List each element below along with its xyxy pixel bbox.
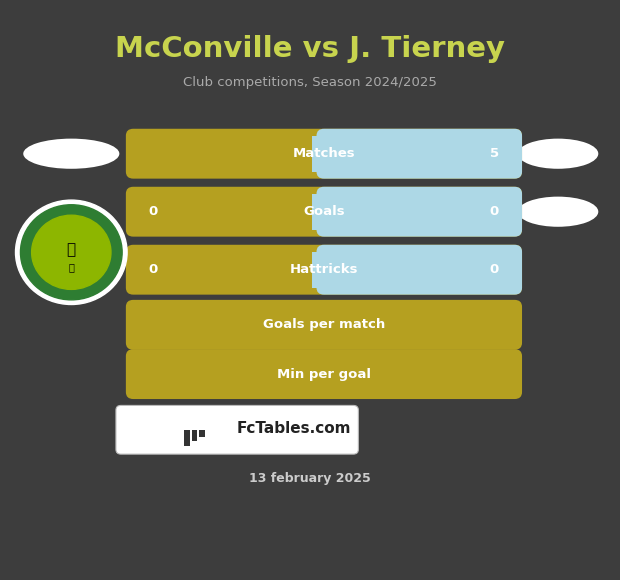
Text: 0: 0 <box>490 263 499 276</box>
FancyBboxPatch shape <box>316 187 522 237</box>
Text: 🐦: 🐦 <box>67 242 76 257</box>
Text: 0: 0 <box>149 205 158 218</box>
FancyBboxPatch shape <box>126 300 522 350</box>
FancyBboxPatch shape <box>126 187 522 237</box>
Ellipse shape <box>24 139 120 169</box>
Ellipse shape <box>518 197 598 227</box>
Text: Goals per match: Goals per match <box>263 318 385 331</box>
Bar <box>311 194 336 230</box>
Text: Hattricks: Hattricks <box>290 263 358 276</box>
Bar <box>192 430 197 441</box>
Bar <box>184 430 190 446</box>
Text: Goals: Goals <box>303 205 345 218</box>
Text: Min per goal: Min per goal <box>277 368 371 380</box>
Text: 13 february 2025: 13 february 2025 <box>249 472 371 485</box>
Text: 0: 0 <box>149 263 158 276</box>
FancyBboxPatch shape <box>116 405 358 454</box>
Circle shape <box>16 200 127 304</box>
Text: Club competitions, Season 2024/2025: Club competitions, Season 2024/2025 <box>183 76 437 89</box>
FancyBboxPatch shape <box>126 349 522 399</box>
Ellipse shape <box>518 139 598 169</box>
Text: 5: 5 <box>490 147 499 160</box>
FancyBboxPatch shape <box>316 245 522 295</box>
Text: ⚽: ⚽ <box>68 262 74 272</box>
FancyBboxPatch shape <box>316 129 522 179</box>
Circle shape <box>20 205 122 300</box>
Text: Matches: Matches <box>293 147 355 160</box>
Bar <box>311 136 336 172</box>
Text: FcTables.com: FcTables.com <box>237 420 352 436</box>
Text: 0: 0 <box>490 205 499 218</box>
Bar <box>199 430 205 437</box>
Bar <box>311 252 336 288</box>
FancyBboxPatch shape <box>126 129 522 179</box>
Circle shape <box>32 215 111 289</box>
FancyBboxPatch shape <box>126 245 522 295</box>
Text: McConville vs J. Tierney: McConville vs J. Tierney <box>115 35 505 63</box>
